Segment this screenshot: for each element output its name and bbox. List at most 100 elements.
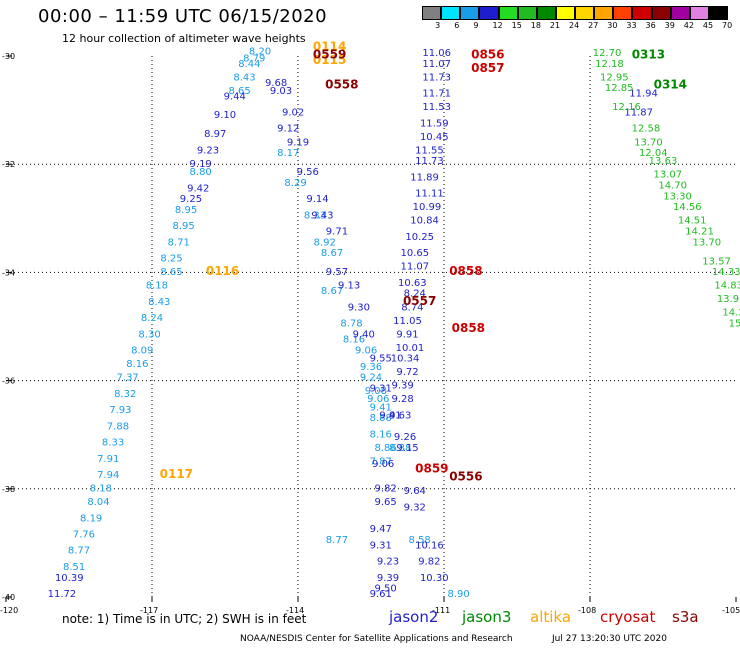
- wave-height-label: 9.72: [396, 367, 418, 378]
- wave-height-label: 8.88: [370, 413, 392, 424]
- wave-height-label: 9.15: [396, 443, 418, 454]
- wave-height-label: 8.78: [340, 319, 362, 330]
- pass-time-label: 0314: [654, 77, 687, 91]
- wave-height-label: 10.65: [400, 248, 429, 259]
- colorbar-swatch: [575, 6, 595, 20]
- wave-height-label: 8.25: [160, 254, 182, 265]
- wave-height-label: 8.77: [326, 535, 348, 546]
- wave-height-label: 8.51: [63, 562, 85, 573]
- colorbar-label: 6: [454, 21, 460, 30]
- wave-height-label: 9.23: [197, 145, 219, 156]
- x-tick-label: -108: [578, 606, 596, 615]
- pass-time-label: 0313: [632, 48, 665, 62]
- wave-height-label: 10.34: [391, 354, 420, 365]
- legend-item-altika: altika: [530, 608, 572, 626]
- wave-height-label: 8.16: [126, 359, 148, 370]
- wave-height-label: 11.11: [415, 189, 444, 200]
- wave-height-label: 14.33: [712, 267, 740, 278]
- wave-height-label: 13.70: [692, 237, 721, 248]
- wave-height-label: 8.33: [102, 438, 124, 449]
- wave-height-label: 8.32: [114, 389, 136, 400]
- colorbar-swatch: [536, 6, 556, 20]
- pass-time-label: 0559: [313, 48, 346, 62]
- wave-height-label: 7.37: [117, 373, 139, 384]
- wave-height-label: 10.30: [420, 573, 449, 584]
- pass-time-label: 0556: [449, 470, 482, 484]
- pass-time-label: 0859: [415, 462, 448, 476]
- colorbar-swatch: [670, 6, 690, 20]
- colorbar-label: 42: [683, 21, 694, 30]
- wave-height-label: 8.33: [304, 210, 326, 221]
- wave-height-label: 10.84: [410, 216, 439, 227]
- pass-time-label: 0558: [325, 77, 358, 91]
- wave-height-label: 9.41: [370, 402, 392, 413]
- wave-height-label: 9.63: [389, 410, 411, 421]
- wave-height-label: 8.74: [401, 302, 423, 313]
- pass-time-label: 0557: [403, 294, 436, 308]
- wave-height-label: 8.92: [314, 237, 336, 248]
- pass-time-label: 0114: [313, 40, 346, 54]
- wave-height-label: 10.99: [413, 202, 442, 213]
- wave-height-label: 8.77: [68, 546, 90, 557]
- pass-time-label: 0858: [449, 264, 482, 278]
- wave-height-label: 10.39: [55, 573, 84, 584]
- wave-height-label: 8.79: [243, 53, 265, 64]
- wave-height-label: 9.19: [190, 159, 212, 170]
- wave-height-label: 9.57: [326, 267, 348, 278]
- wave-height-label: 13.07: [654, 170, 683, 181]
- colorbar-swatch: [460, 6, 480, 20]
- colorbar-swatch: [479, 6, 499, 20]
- colorbar-swatch: [555, 6, 575, 20]
- wave-height-label: 9.82: [418, 557, 440, 568]
- wave-height-label: 8.18: [146, 281, 168, 292]
- wave-height-label: 9.10: [214, 110, 236, 121]
- chart-subtitle: 12 hour collection of altimeter wave hei…: [62, 32, 306, 45]
- x-tick-label: -105: [722, 606, 740, 615]
- wave-height-label: 8.19: [80, 513, 102, 524]
- x-tick-label: -120: [0, 606, 18, 615]
- wave-height-label: 9.25: [180, 194, 202, 205]
- wave-height-label: 9.24: [360, 373, 382, 384]
- colorbar-swatch: [517, 6, 537, 20]
- wave-height-label: 12.58: [632, 124, 661, 135]
- wave-height-label: 8.65: [228, 86, 250, 97]
- wave-height-label: 9.28: [392, 394, 414, 405]
- wave-height-label: 9.42: [187, 183, 209, 194]
- wave-height-label: 11.72: [48, 589, 77, 600]
- wave-height-label: 9.06: [367, 394, 389, 405]
- legend-item-s3a: s3a: [672, 608, 699, 626]
- wave-height-label: 14.51: [678, 216, 707, 227]
- footer-note: note: 1) Time is in UTC; 2) SWH is in fe…: [62, 612, 307, 626]
- wave-height-label: 8.30: [138, 329, 160, 340]
- wave-height-label: 14.70: [658, 181, 687, 192]
- x-tick-label: -117: [140, 606, 158, 615]
- wave-height-label: 8.95: [173, 221, 195, 232]
- wave-height-label: 9.12: [277, 124, 299, 135]
- legend-item-jason2: jason2: [389, 608, 439, 626]
- pass-time-label: 0116: [206, 264, 239, 278]
- wave-height-label: 8.43: [148, 297, 170, 308]
- wave-height-label: 11.05: [393, 316, 422, 327]
- page-title: 00:00 – 11:59 UTC 06/15/2020: [38, 6, 328, 27]
- wave-height-label: 9.23: [377, 557, 399, 568]
- y-tick-label: -32: [2, 160, 15, 169]
- wave-height-label: 9.65: [374, 497, 396, 508]
- wave-height-label: 8.80: [190, 167, 212, 178]
- wave-height-label: 8.24: [404, 289, 426, 300]
- wave-height-label: 7.93: [109, 405, 131, 416]
- wave-height-label: 10.16: [415, 540, 444, 551]
- colorbar-swatch: [498, 6, 518, 20]
- wave-height-label: 8.18: [90, 484, 112, 495]
- colorbar-label: 27: [588, 21, 599, 30]
- wave-height-label: 11.71: [422, 89, 451, 100]
- wave-height-label: 8.88: [389, 443, 411, 454]
- colorbar-label: 15: [511, 21, 522, 30]
- colorbar-swatch: [708, 6, 728, 20]
- wave-height-label: 13.30: [663, 191, 692, 202]
- colorbar-swatch: [632, 6, 652, 20]
- wave-height-label: 7.88: [107, 421, 129, 432]
- y-tick-label: -40: [2, 593, 15, 602]
- wave-height-label: 11.94: [629, 89, 658, 100]
